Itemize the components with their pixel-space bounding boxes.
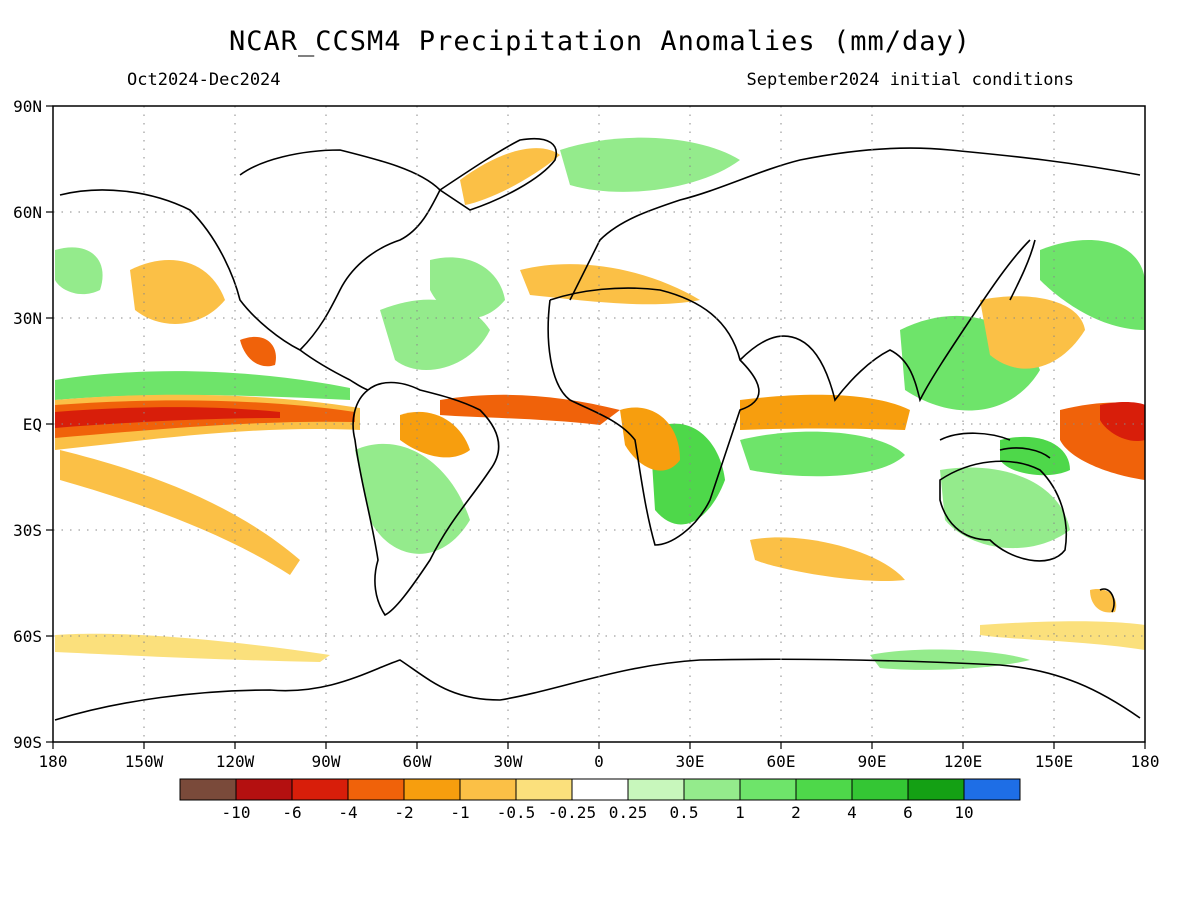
color-bar-box (851, 778, 909, 801)
lat-label: 30S (13, 521, 42, 540)
color-bar-label: -2 (394, 803, 413, 822)
wet-australia (940, 467, 1070, 549)
color-bar-label: -0.5 (497, 803, 536, 822)
wet-maritime-continent (1000, 436, 1070, 476)
color-bar-label: 2 (791, 803, 801, 822)
lat-label: 60N (13, 203, 42, 222)
coast-south-america (352, 381, 500, 617)
lat-label: 90S (13, 733, 42, 752)
dry-south-pacific (60, 450, 300, 575)
coast-south-asia (739, 239, 1031, 403)
dry-greenland (460, 148, 560, 205)
lon-label: 90E (858, 752, 887, 771)
dry-north-east-pacific (130, 260, 225, 324)
wet-indian-ocean (740, 431, 905, 477)
lon-label: 30W (494, 752, 523, 771)
color-bar-box (571, 778, 629, 801)
lon-label: 60E (767, 752, 796, 771)
coast-antarctica (54, 658, 1141, 721)
lon-label: 90W (312, 752, 341, 771)
color-bar-label: -10 (222, 803, 251, 822)
color-bar-label: 0.25 (609, 803, 648, 822)
color-bar-label: -1 (450, 803, 469, 822)
coast-north-america-west (59, 189, 369, 391)
dry-south-indian-ocean (750, 537, 905, 581)
coast-indonesia (939, 432, 1051, 459)
coast-eurasia-north (569, 147, 1141, 301)
axis-ticks (46, 105, 1146, 749)
color-bar-box (683, 778, 741, 801)
color-bar-label: 6 (903, 803, 913, 822)
dry-tasman-sea (1090, 589, 1117, 613)
wet-arctic-europe (560, 137, 740, 192)
color-bar-label: -4 (338, 803, 357, 822)
color-bar-label: 10 (954, 803, 973, 822)
color-bar-box (907, 778, 965, 801)
color-bar-box (347, 778, 405, 801)
lat-label: EQ (23, 415, 42, 434)
color-bar-label: -0.25 (548, 803, 596, 822)
dry-mexico-pacific (240, 336, 276, 367)
lon-label: 0 (594, 752, 604, 771)
coast-australia (939, 460, 1068, 562)
wet-south-america (355, 443, 470, 554)
dry-equatorial-indian-ocean (740, 394, 910, 430)
wet-north-pacific (55, 247, 103, 295)
color-bar-label: -6 (282, 803, 301, 822)
lon-label: 180 (39, 752, 68, 771)
dry-north-west-pacific (980, 296, 1085, 369)
coast-africa (547, 287, 760, 546)
graticule (53, 106, 1145, 742)
lat-label: 30N (13, 309, 42, 328)
longitude-labels: 180 150W 120W 90W 60W 30W 0 30E 60E 90E … (39, 752, 1160, 771)
lon-label: 150W (125, 752, 164, 771)
wet-north-atlantic (430, 257, 505, 319)
lon-label: 120E (944, 752, 983, 771)
dry-pacific-equatorial-core (55, 407, 280, 428)
wet-antarctic-coast (870, 649, 1030, 670)
color-bar-label: 1 (735, 803, 745, 822)
lat-label: 90N (13, 97, 42, 116)
lon-label: 120W (216, 752, 255, 771)
coast-greenland (438, 138, 557, 211)
color-bar-label: 4 (847, 803, 857, 822)
color-bar-box (459, 778, 517, 801)
color-bar-box (963, 778, 1021, 801)
lat-label: 60S (13, 627, 42, 646)
lon-label: 30E (676, 752, 705, 771)
dry-west-pacific-core (1100, 401, 1145, 441)
dry-southern-ocean-pacific (55, 633, 330, 662)
map-title: NCAR_CCSM4 Precipitation Anomalies (mm/d… (229, 26, 971, 57)
color-bar-labels: -10 -6 -4 -2 -1 -0.5 -0.25 0.25 0.5 1 2 4 6 10 (222, 803, 974, 822)
wet-anomalies (55, 137, 1145, 670)
color-bar-box (179, 778, 237, 801)
color-bar-box (795, 778, 853, 801)
color-bar-box (515, 778, 573, 801)
dry-congo (620, 407, 680, 471)
color-bar-label: 0.5 (670, 803, 699, 822)
color-bar-box (627, 778, 685, 801)
color-bar-box (235, 778, 293, 801)
coast-north-america-east (239, 149, 441, 351)
lon-label: 60W (403, 752, 432, 771)
wet-band-north-pacific-itcz (55, 371, 350, 400)
dry-mediterranean (520, 264, 700, 305)
coast-new-zealand (1099, 588, 1115, 613)
dry-anomalies (55, 148, 1145, 662)
anomaly-field (55, 137, 1145, 670)
coastlines (54, 138, 1141, 721)
initial-conditions-label: September2024 initial conditions (746, 70, 1074, 90)
color-bar-box (739, 778, 797, 801)
color-bar (179, 778, 1021, 801)
wet-north-west-pacific (1040, 240, 1145, 330)
lon-label: 150E (1035, 752, 1074, 771)
color-bar-box (291, 778, 349, 801)
period-label: Oct2024-Dec2024 (127, 70, 281, 90)
color-bar-box (403, 778, 461, 801)
dry-southern-ocean-east (980, 621, 1145, 650)
latitude-labels: 90N 60N 30N EQ 30S 60S 90S (13, 97, 42, 752)
coast-japan (1009, 239, 1036, 301)
lon-label: 180 (1131, 752, 1160, 771)
